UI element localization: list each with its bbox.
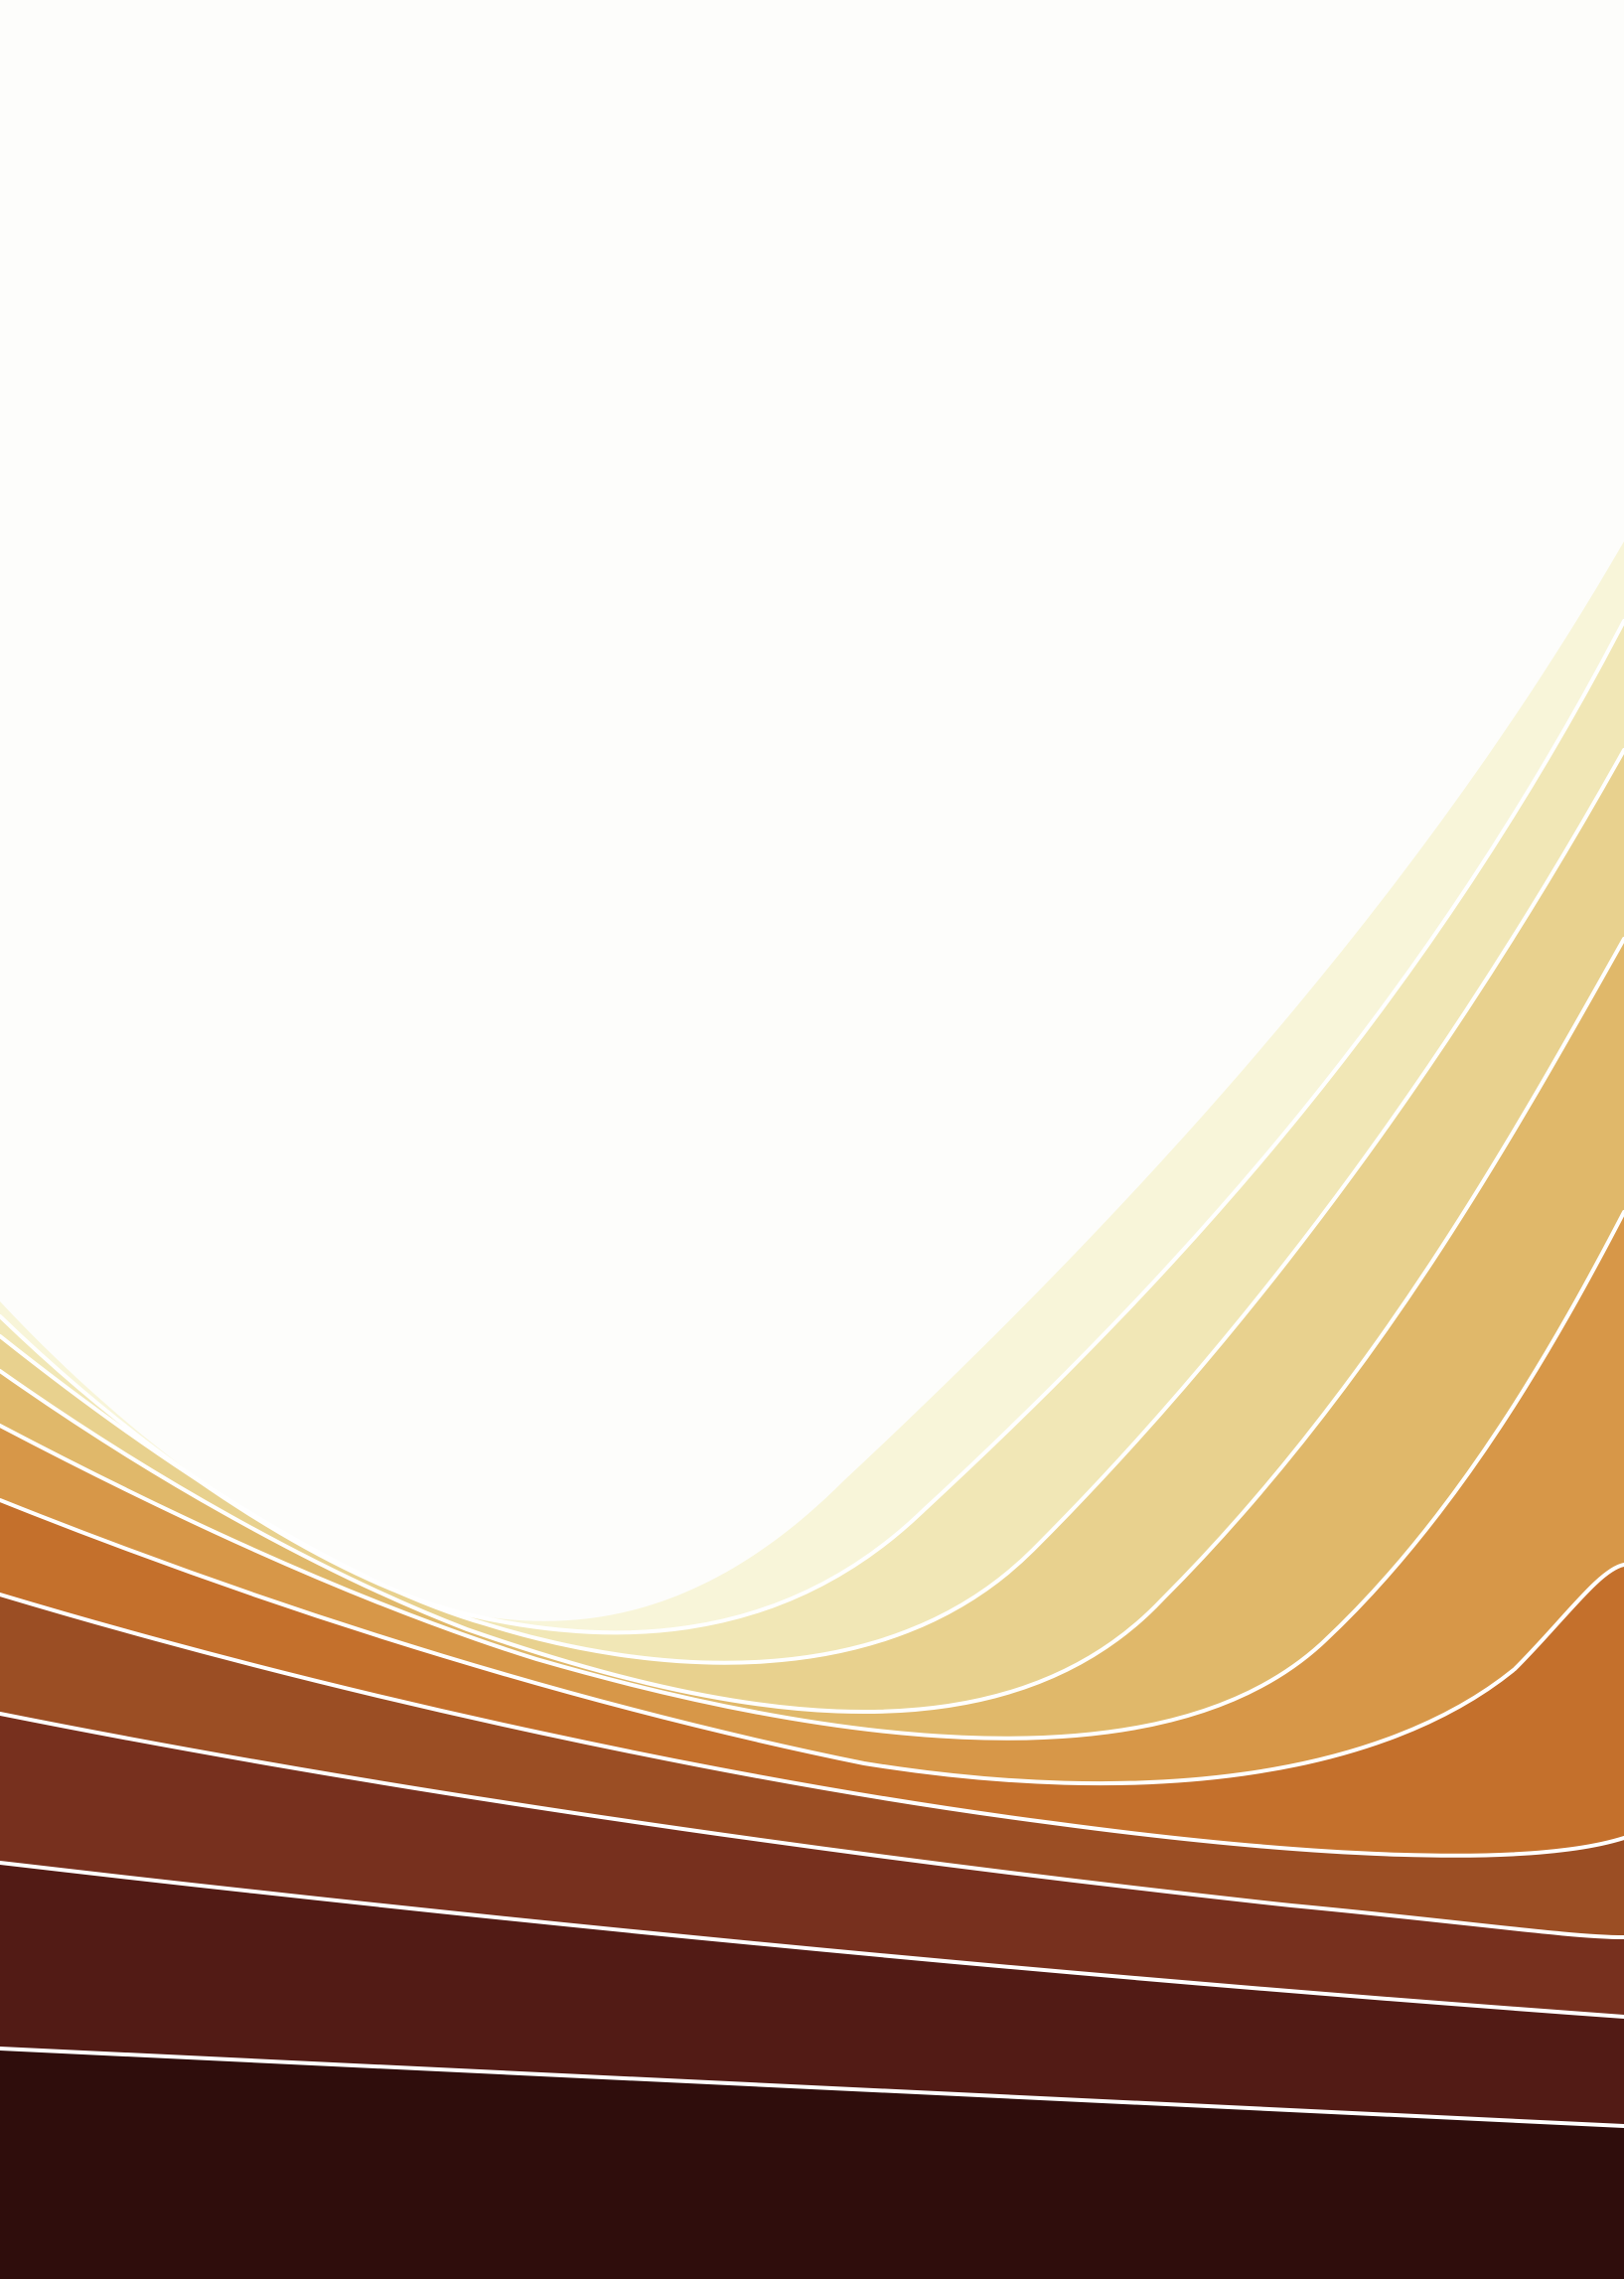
wave-band-near-black-maroon bbox=[0, 2049, 1624, 2279]
divider-line-5 bbox=[0, 1498, 1624, 1786]
divider-line-7 bbox=[0, 1712, 1624, 1939]
divider-line-4 bbox=[0, 1210, 1624, 1741]
divider-line-9 bbox=[0, 2047, 1624, 2128]
divider-line-6 bbox=[0, 1593, 1624, 1858]
divider-line-2 bbox=[0, 748, 1624, 1665]
divider-line-3 bbox=[0, 937, 1624, 1714]
divider-line-8 bbox=[0, 1861, 1624, 2019]
